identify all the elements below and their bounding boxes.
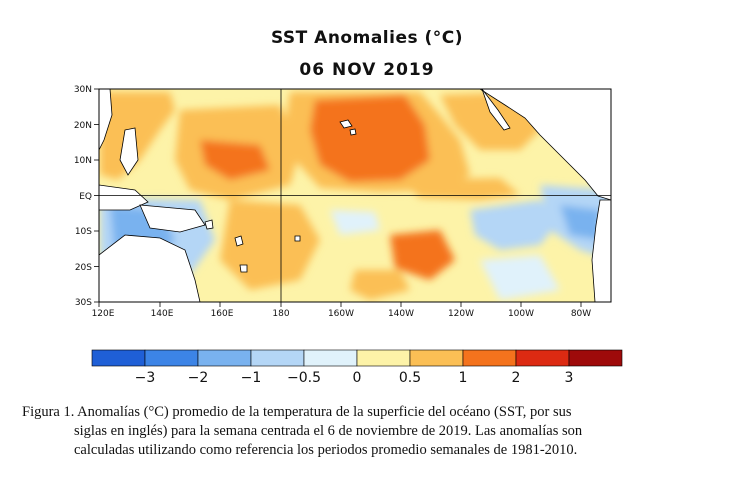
lon-label-180: 180 bbox=[272, 309, 289, 319]
colorbar-bin bbox=[462, 349, 517, 367]
lat-label-eq: EQ bbox=[79, 192, 92, 202]
lat-label-10s: 10S bbox=[75, 227, 92, 237]
lat-label-10n: 10N bbox=[74, 156, 92, 166]
colorbar-bin bbox=[356, 349, 411, 367]
colorbar bbox=[91, 349, 623, 367]
colorbar-tick-label: 2 bbox=[512, 370, 521, 386]
lat-label-20s: 20S bbox=[75, 263, 92, 273]
colorbar-tick-label: 3 bbox=[565, 370, 574, 386]
lon-label-100w: 100W bbox=[508, 309, 534, 319]
colorbar-bin bbox=[91, 349, 146, 367]
lat-axis bbox=[94, 88, 99, 303]
colorbar-bin bbox=[144, 349, 199, 367]
colorbar-tick-label: 0 bbox=[353, 370, 362, 386]
lon-label-140w: 140W bbox=[388, 309, 414, 319]
lon-label-80w: 80W bbox=[571, 309, 591, 319]
lat-label-30n: 30N bbox=[74, 85, 92, 95]
map-date: 06 NOV 2019 bbox=[299, 60, 435, 80]
colorbar-bin bbox=[197, 349, 252, 367]
caption-line: calculadas utilizando como referencia lo… bbox=[74, 442, 578, 458]
colorbar-tick-label: −2 bbox=[188, 370, 209, 386]
lat-label-20n: 20N bbox=[74, 121, 92, 131]
colorbar-labels: −3 −2 −1 −0.5 0 0.5 1 2 3 bbox=[135, 370, 574, 386]
colorbar-bin bbox=[515, 349, 570, 367]
lon-label-160w: 160W bbox=[328, 309, 354, 319]
colorbar-tick-label: 1 bbox=[459, 370, 468, 386]
lon-label-120e: 120E bbox=[92, 309, 115, 319]
lon-label-140e: 140E bbox=[151, 309, 174, 319]
figure-caption: Figura 1. Anomalías (°C) promedio de la … bbox=[22, 403, 722, 460]
colorbar-bin bbox=[409, 349, 464, 367]
land-masses bbox=[99, 89, 611, 302]
caption-line: Figura 1. Anomalías (°C) promedio de la … bbox=[22, 404, 572, 420]
anomaly-field bbox=[99, 89, 611, 302]
lon-label-160e: 160E bbox=[211, 309, 234, 319]
colorbar-bin bbox=[568, 349, 623, 367]
colorbar-bin bbox=[250, 349, 305, 367]
map-title: SST Anomalies (°C) bbox=[270, 28, 464, 48]
lon-axis bbox=[98, 302, 582, 307]
colorbar-bin bbox=[303, 349, 358, 367]
colorbar-tick-label: −1 bbox=[241, 370, 262, 386]
sst-anomaly-map: 30N 20N 10N EQ 10S 20S 30S 120E 140E 160… bbox=[74, 85, 623, 386]
lon-label-120w: 120W bbox=[448, 309, 474, 319]
colorbar-tick-label: 0.5 bbox=[399, 370, 421, 386]
caption-line: siglas en inglés) para la semana centrad… bbox=[74, 423, 583, 439]
colorbar-tick-label: −0.5 bbox=[287, 370, 321, 386]
lat-label-30s: 30S bbox=[75, 298, 92, 308]
colorbar-tick-label: −3 bbox=[135, 370, 156, 386]
